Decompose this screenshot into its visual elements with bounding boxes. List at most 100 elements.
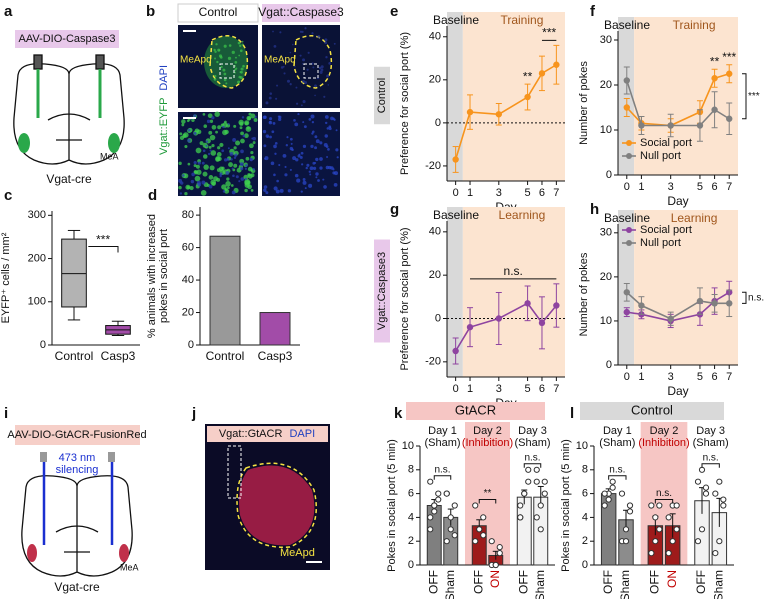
cell [205,140,209,143]
cell [252,136,256,141]
cell [300,104,303,107]
cell [284,165,287,168]
data-point [648,502,655,509]
y-tick-label: 0 [606,359,612,371]
cell [323,95,326,98]
cell [314,135,318,139]
y-tick-label: 0 [582,559,588,571]
cell [333,42,336,45]
y-tick-label: 4 [408,511,414,523]
cell [304,27,307,30]
cell [189,185,194,191]
data-point [427,514,434,521]
cell [208,175,214,180]
cell [335,129,338,132]
panel-label: h [590,201,599,218]
data-point [665,514,672,521]
cell [245,164,248,167]
y-tick-label: 8 [582,464,588,476]
significance-label: *** [542,26,556,40]
data-point [669,538,676,545]
data-point [524,300,531,307]
region-label: MeA [100,151,119,161]
cell [289,51,292,54]
light-label: 473 nm [59,452,96,464]
cell [262,129,267,134]
cell [215,156,221,162]
cell [291,148,294,151]
x-tick-label: Casp3 [258,349,293,363]
diagram-a: AAV-DIO-Caspase3 MeA Vgat-cre [13,30,125,186]
cell [247,181,251,185]
cell [237,80,241,84]
cell [269,117,273,121]
panel-label: d [148,187,157,204]
group-condition: (Inhibition) [638,437,689,449]
cell [191,172,195,177]
data-point [541,490,548,497]
side-label: Vgat::Caspase3 [376,252,388,330]
cell [282,153,287,158]
legend-label: Social port [640,224,692,236]
data-point [525,466,532,473]
cell [275,97,278,100]
cell [317,179,320,182]
x-tick-label: 0 [453,383,459,395]
cell [247,184,252,190]
cell [241,43,244,46]
cell [209,165,215,171]
data-point [466,323,474,331]
significance-bracket [608,475,627,480]
y-tick-label: 40 [182,274,194,286]
cell [324,134,328,138]
cell [294,65,296,68]
data-point [447,526,454,533]
data-point [638,122,645,129]
cell [181,123,185,127]
cell [187,162,191,166]
cell [302,178,306,181]
cell [333,183,338,187]
stain-1: Vgat::EYFP [158,98,170,155]
cell [239,162,244,167]
cell [309,173,312,176]
phase-label: Learning [499,208,546,222]
phase-label: Learning [671,211,718,225]
cell [289,137,293,141]
cell [211,124,217,130]
side-label-box [374,66,390,125]
cell [214,50,217,54]
data-point [609,484,616,491]
cell [263,185,268,189]
expression-site [27,544,37,562]
cell [312,166,317,170]
cell [282,65,285,68]
baseline-label: Baseline [604,18,650,32]
cell [179,132,183,136]
cell [274,142,278,145]
cell [270,161,275,166]
stain-2: DAPI [289,428,315,440]
cell [231,167,234,170]
cell [285,144,289,147]
x-tick-label: OFF [694,570,708,594]
cell [199,141,204,146]
region-label: MeA [120,562,139,572]
cell [218,54,223,58]
legend-marker [626,153,632,159]
cell [264,157,267,160]
baseline-shade [618,17,635,175]
cell [182,174,185,177]
cell [302,62,304,65]
data-point [537,502,544,509]
cell [315,176,318,179]
x-tick-label: OFF [648,570,662,594]
phase-shade [462,207,565,377]
data-point [451,502,458,509]
cell [233,124,237,128]
group-condition: (Sham) [514,437,550,449]
y-tick-label: 8 [408,464,414,476]
cell [214,57,217,60]
image-j: Vgat::GtACR DAPI MeApd [205,424,330,570]
data-point [496,550,503,557]
